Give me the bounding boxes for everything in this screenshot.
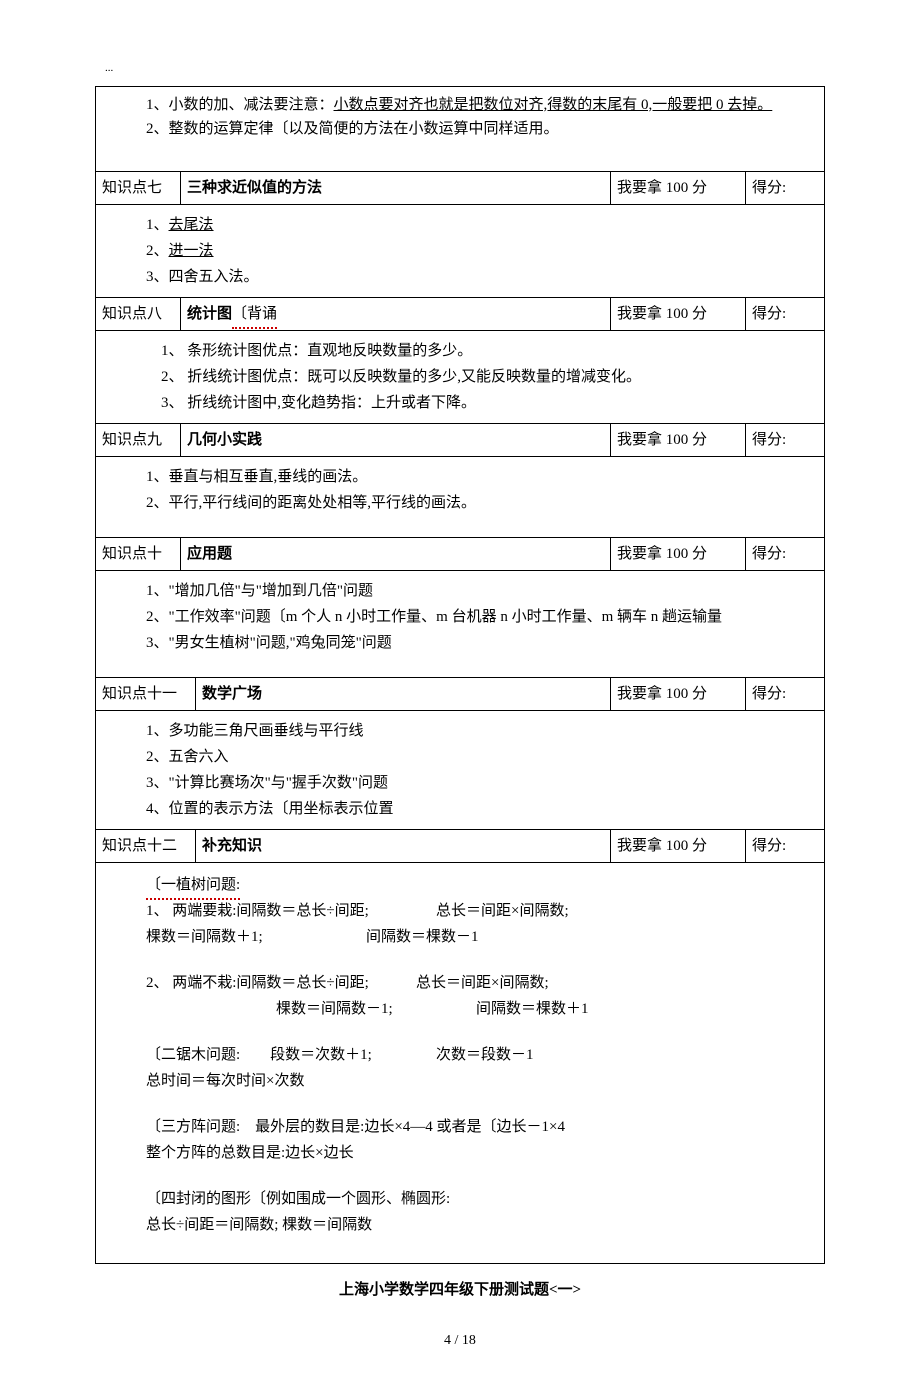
section-7-target: 我要拿 100 分 — [611, 172, 746, 204]
section-9-title: 几何小实践 — [181, 424, 611, 456]
top-line-2: 2、整数的运算定律〔以及简便的方法在小数运算中同样适用。 — [146, 117, 818, 141]
section-10-label: 知识点十 — [96, 538, 181, 570]
s8-title-rest: 〔背诵 — [232, 302, 277, 326]
s7-l2: 2、进一法 — [146, 239, 818, 263]
section-11-title: 数学广场 — [196, 678, 611, 710]
s8-title-bold: 统计图 — [187, 306, 232, 322]
s12-p2-r2: 总时间＝每次时间×次数 — [146, 1069, 814, 1093]
s12-p1-r1: 1、 两端要栽:间隔数＝总长÷间距; 总长＝间距×间隔数; — [146, 899, 814, 923]
section-8-label: 知识点八 — [96, 298, 181, 330]
section-8-score: 得分: — [746, 298, 824, 330]
section-11-header: 知识点十一 数学广场 我要拿 100 分 得分: — [95, 677, 825, 710]
section-12-title: 补充知识 — [196, 830, 611, 862]
s12-block-2: 2、 两端不栽:间隔数＝总长÷间距; 总长＝间距×间隔数; 棵数＝间隔数－1; … — [146, 971, 814, 1021]
s7-l1b: 去尾法 — [169, 217, 214, 233]
section-7-score: 得分: — [746, 172, 824, 204]
header-ellipsis: ... — [105, 60, 825, 78]
s12-p1-r1a: 1、 两端要栽:间隔数＝总长÷间距; — [146, 899, 436, 923]
s12-p1-head-text: 〔一植树问题: — [146, 873, 240, 897]
section-12-header: 知识点十二 补充知识 我要拿 100 分 得分: — [95, 829, 825, 862]
s12-p4-r1: 〔四封闭的图形〔例如围成一个圆形、椭圆形: — [146, 1187, 814, 1211]
s7-l1a: 1、 — [146, 217, 169, 233]
section-11-score: 得分: — [746, 678, 824, 710]
section-10-content: 1、"增加几倍"与"增加到几倍"问题 2、"工作效率"问题〔m 个人 n 小时工… — [95, 570, 825, 677]
section-7-title: 三种求近似值的方法 — [181, 172, 611, 204]
s8-l3: 3、 折线统计图中,变化趋势指：上升或者下降。 — [146, 391, 818, 415]
s12-p2-r1a: 〔二锯木问题: 段数＝次数＋1; — [146, 1043, 436, 1067]
s10-l2: 2、"工作效率"问题〔m 个人 n 小时工作量、m 台机器 n 小时工作量、m … — [146, 605, 818, 629]
section-7-content: 1、去尾法 2、进一法 3、四舍五入法。 — [95, 204, 825, 297]
s12-p1-r1b: 总长＝间距×间隔数; — [436, 899, 814, 923]
s12-p2-r1b: 次数＝段数－1 — [436, 1043, 814, 1067]
section-12-target: 我要拿 100 分 — [611, 830, 746, 862]
section-9-target: 我要拿 100 分 — [611, 424, 746, 456]
s12-p1-r2a: 棵数＝间隔数＋1; — [146, 925, 366, 949]
s9-l2: 2、平行,平行线间的距离处处相等,平行线的画法。 — [146, 491, 818, 515]
s11-l2: 2、五舍六入 — [146, 745, 818, 769]
s12-p1-r2: 棵数＝间隔数＋1; 间隔数＝棵数－1 — [146, 925, 814, 949]
s12-p4-r2: 总长÷间距＝间隔数; 棵数＝间隔数 — [146, 1213, 814, 1237]
section-7-header: 知识点七 三种求近似值的方法 我要拿 100 分 得分: — [95, 171, 825, 204]
section-12-score: 得分: — [746, 830, 824, 862]
s12-block-3: 〔二锯木问题: 段数＝次数＋1; 次数＝段数－1 总时间＝每次时间×次数 — [146, 1043, 814, 1093]
s11-l3: 3、"计算比赛场次"与"握手次数"问题 — [146, 771, 818, 795]
s12-block-1: 〔一植树问题: 1、 两端要栽:间隔数＝总长÷间距; 总长＝间距×间隔数; 棵数… — [146, 873, 814, 949]
s7-l2b: 进一法 — [169, 243, 214, 259]
s12-p1-r3a: 2、 两端不栽:间隔数＝总长÷间距; — [146, 971, 416, 995]
section-7-label: 知识点七 — [96, 172, 181, 204]
s10-l1: 1、"增加几倍"与"增加到几倍"问题 — [146, 579, 818, 603]
s12-p3-r2: 整个方阵的总数目是:边长×边长 — [146, 1141, 814, 1165]
s7-l2a: 2、 — [146, 243, 169, 259]
s11-l4: 4、位置的表示方法〔用坐标表示位置 — [146, 797, 818, 821]
section-9-label: 知识点九 — [96, 424, 181, 456]
s12-block-4: 〔三方阵问题: 最外层的数目是:边长×4—4 或者是〔边长－1×4 整个方阵的总… — [146, 1115, 814, 1165]
section-10-title: 应用题 — [181, 538, 611, 570]
s7-l1: 1、去尾法 — [146, 213, 818, 237]
s8-l2: 2、 折线统计图优点：既可以反映数量的多少,又能反映数量的增减变化。 — [146, 365, 818, 389]
s8-l1: 1、 条形统计图优点：直观地反映数量的多少。 — [146, 339, 818, 363]
bottom-title: 上海小学数学四年级下册测试题<一> — [95, 1278, 825, 1302]
top-line-1u: 小数点要对齐也就是把数位对齐,得数的末尾有 0,一般要把 0 去掉。 — [334, 97, 773, 113]
s12-p1-head: 〔一植树问题: — [146, 873, 814, 897]
s12-p1-r2b: 间隔数＝棵数－1 — [366, 925, 814, 949]
section-9-header: 知识点九 几何小实践 我要拿 100 分 得分: — [95, 423, 825, 456]
top-content: 1、小数的加、减法要注意：小数点要对齐也就是把数位对齐,得数的末尾有 0,一般要… — [95, 86, 825, 171]
section-10-score: 得分: — [746, 538, 824, 570]
s12-p1-r3b: 总长＝间距×间隔数; — [416, 971, 814, 995]
page-number: 4 / 18 — [95, 1330, 825, 1352]
s11-l1: 1、多功能三角尺画垂线与平行线 — [146, 719, 818, 743]
s12-p1-r3: 2、 两端不栽:间隔数＝总长÷间距; 总长＝间距×间隔数; — [146, 971, 814, 995]
s12-block-5: 〔四封闭的图形〔例如围成一个圆形、椭圆形: 总长÷间距＝间隔数; 棵数＝间隔数 — [146, 1187, 814, 1237]
top-line-1: 1、小数的加、减法要注意：小数点要对齐也就是把数位对齐,得数的末尾有 0,一般要… — [146, 93, 818, 117]
s9-l1: 1、垂直与相互垂直,垂线的画法。 — [146, 465, 818, 489]
section-11-content: 1、多功能三角尺画垂线与平行线 2、五舍六入 3、"计算比赛场次"与"握手次数"… — [95, 710, 825, 829]
section-8-header: 知识点八 统计图〔背诵 我要拿 100 分 得分: — [95, 297, 825, 330]
s12-p1-r4b: 间隔数＝棵数＋1 — [476, 997, 814, 1021]
section-9-score: 得分: — [746, 424, 824, 456]
s12-p3-r1: 〔三方阵问题: 最外层的数目是:边长×4—4 或者是〔边长－1×4 — [146, 1115, 814, 1139]
s7-l3: 3、四舍五入法。 — [146, 265, 818, 289]
section-9-content: 1、垂直与相互垂直,垂线的画法。 2、平行,平行线间的距离处处相等,平行线的画法… — [95, 456, 825, 537]
section-11-target: 我要拿 100 分 — [611, 678, 746, 710]
s12-p2-r1: 〔二锯木问题: 段数＝次数＋1; 次数＝段数－1 — [146, 1043, 814, 1067]
section-11-label: 知识点十一 — [96, 678, 196, 710]
section-12-content: 〔一植树问题: 1、 两端要栽:间隔数＝总长÷间距; 总长＝间距×间隔数; 棵数… — [95, 862, 825, 1264]
section-8-target: 我要拿 100 分 — [611, 298, 746, 330]
s10-l3: 3、"男女生植树"问题,"鸡兔同笼"问题 — [146, 631, 818, 655]
s12-p1-r4a: 棵数＝间隔数－1; — [276, 997, 476, 1021]
section-8-title: 统计图〔背诵 — [181, 298, 611, 330]
top-line-1a: 1、小数的加、减法要注意： — [146, 97, 334, 113]
s12-p1-r4: 棵数＝间隔数－1; 间隔数＝棵数＋1 — [146, 997, 814, 1021]
section-12-label: 知识点十二 — [96, 830, 196, 862]
section-8-content: 1、 条形统计图优点：直观地反映数量的多少。 2、 折线统计图优点：既可以反映数… — [95, 330, 825, 423]
section-10-target: 我要拿 100 分 — [611, 538, 746, 570]
section-10-header: 知识点十 应用题 我要拿 100 分 得分: — [95, 537, 825, 570]
